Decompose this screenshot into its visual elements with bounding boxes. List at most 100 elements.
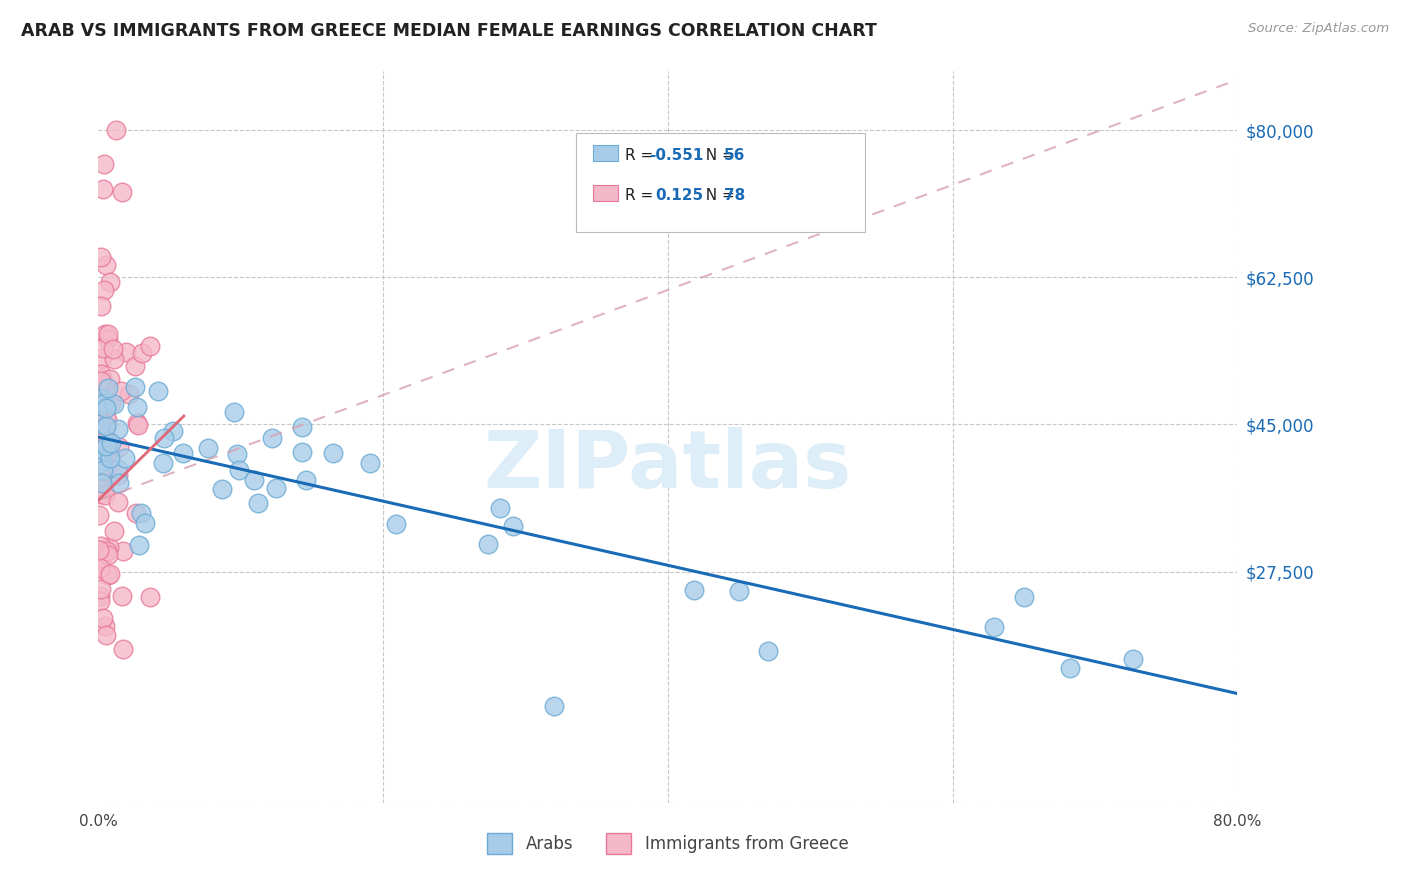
Point	[105, 123, 128, 137]
Point	[246, 496, 269, 510]
Point	[93, 283, 115, 297]
Point	[131, 346, 153, 360]
Point	[107, 495, 129, 509]
Text: -0.551: -0.551	[650, 148, 703, 163]
Point	[89, 561, 111, 575]
Point	[1122, 652, 1144, 666]
Point	[290, 419, 312, 434]
Point	[93, 327, 115, 342]
Legend: Arabs, Immigrants from Greece: Arabs, Immigrants from Greece	[481, 827, 855, 860]
Point	[111, 186, 134, 200]
Point	[90, 395, 112, 409]
Point	[111, 544, 134, 558]
Point	[682, 582, 704, 597]
Point	[127, 417, 149, 432]
Point	[96, 412, 118, 426]
Text: 56: 56	[724, 148, 745, 163]
Point	[91, 182, 114, 196]
Point	[91, 400, 114, 414]
Point	[756, 644, 779, 658]
Point	[502, 519, 524, 533]
Point	[89, 548, 111, 562]
Text: ZIPatlas: ZIPatlas	[484, 427, 852, 506]
Point	[983, 620, 1005, 634]
Point	[1012, 590, 1035, 604]
Point	[124, 359, 146, 373]
Point	[94, 382, 117, 396]
Point	[111, 589, 134, 603]
Point	[97, 436, 120, 450]
Point	[107, 468, 129, 483]
Point	[89, 456, 111, 470]
Point	[103, 352, 125, 367]
Point	[262, 431, 284, 445]
Point	[94, 439, 117, 453]
Point	[114, 450, 136, 465]
Point	[107, 476, 129, 491]
Point	[96, 459, 118, 474]
Point	[100, 435, 122, 450]
Point	[89, 440, 111, 454]
Text: 78: 78	[724, 188, 745, 203]
Point	[90, 482, 112, 496]
Text: Source: ZipAtlas.com: Source: ZipAtlas.com	[1249, 22, 1389, 36]
Point	[94, 627, 117, 641]
Point	[91, 442, 114, 457]
Point	[128, 538, 150, 552]
Point	[91, 341, 114, 355]
Point	[225, 447, 247, 461]
Point	[96, 419, 118, 434]
Point	[477, 537, 499, 551]
Point	[89, 487, 111, 501]
Point	[222, 405, 245, 419]
Point	[211, 482, 233, 496]
Point	[90, 370, 112, 384]
Point	[385, 516, 408, 531]
Text: ARAB VS IMMIGRANTS FROM GREECE MEDIAN FEMALE EARNINGS CORRELATION CHART: ARAB VS IMMIGRANTS FROM GREECE MEDIAN FE…	[21, 22, 877, 40]
Point	[89, 594, 111, 608]
Point	[100, 396, 122, 410]
Point	[101, 343, 124, 357]
Point	[97, 568, 120, 582]
Point	[291, 444, 314, 458]
Point	[108, 440, 131, 454]
Point	[90, 539, 112, 553]
Point	[97, 332, 120, 346]
Point	[91, 463, 114, 477]
Point	[152, 456, 174, 470]
Point	[94, 619, 117, 633]
Point	[90, 433, 112, 447]
Point	[543, 699, 565, 714]
Point	[89, 543, 111, 558]
Point	[94, 258, 117, 272]
Point	[90, 250, 112, 264]
Point	[90, 554, 112, 568]
Point	[98, 275, 121, 289]
Point	[266, 481, 288, 495]
Point	[110, 384, 132, 398]
Point	[91, 448, 114, 462]
Text: N =: N =	[696, 148, 740, 163]
Text: 0.125: 0.125	[655, 188, 703, 203]
Point	[118, 387, 141, 401]
Point	[90, 299, 112, 313]
Point	[98, 371, 121, 385]
Point	[228, 463, 250, 477]
Point	[89, 428, 111, 442]
Point	[94, 429, 117, 443]
Point	[93, 396, 115, 410]
Point	[125, 417, 148, 431]
Point	[294, 473, 316, 487]
Point	[89, 589, 111, 603]
Point	[242, 473, 264, 487]
Point	[134, 516, 156, 530]
Point	[125, 400, 148, 414]
Text: R =: R =	[626, 148, 658, 163]
Point	[94, 410, 117, 425]
Point	[97, 327, 120, 342]
Point	[93, 481, 115, 495]
Point	[90, 375, 112, 389]
Point	[107, 422, 129, 436]
Point	[96, 460, 118, 475]
Point	[98, 567, 121, 582]
